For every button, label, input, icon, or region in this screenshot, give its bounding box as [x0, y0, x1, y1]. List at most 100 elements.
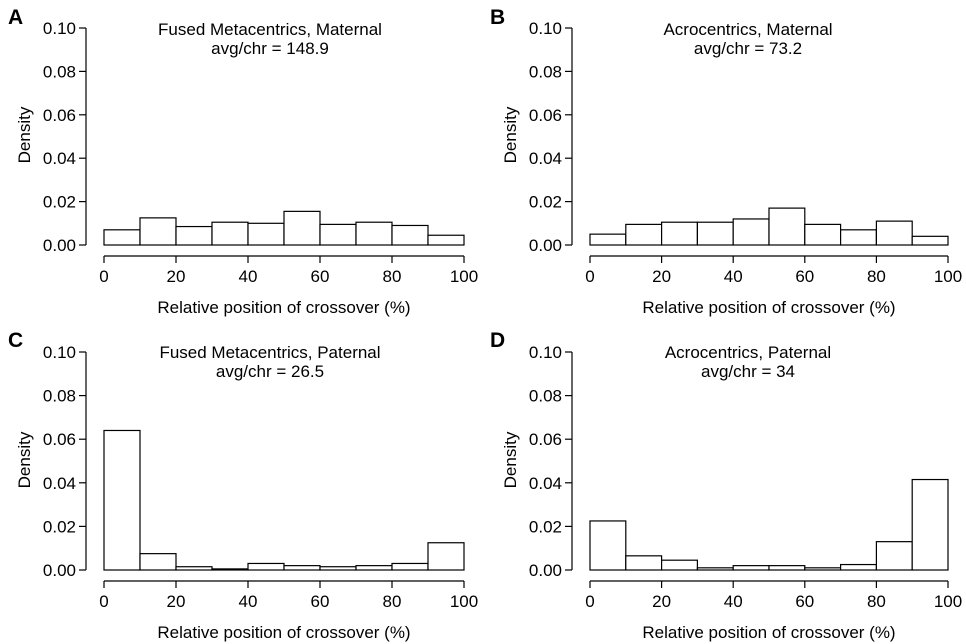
panel-a-y-tick-label-2: 0.04: [43, 149, 76, 168]
panel-c-x-tick-label-1: 20: [167, 592, 186, 611]
panel-c-xlabel: Relative position of crossover (%): [157, 623, 410, 642]
panel-c-letter: C: [8, 329, 23, 352]
panel-a-bar-4: [247, 222, 285, 246]
panel-a-bar-3: [211, 221, 249, 246]
panel-a-y-tick-label-0: 0.00: [43, 236, 76, 255]
panel-c-y-tick-label-4: 0.08: [43, 387, 76, 406]
panel-c-y-tick-label-5: 0.10: [43, 343, 76, 362]
panel-b-bar-2: [660, 221, 698, 246]
panel-d-bar-0: [589, 520, 627, 571]
panel-d-xlabel: Relative position of crossover (%): [642, 623, 895, 642]
panel-d: D Acrocentrics, Paternal avg/chr = 34 De…: [490, 329, 962, 642]
panel-b-ylabel: Density: [501, 106, 520, 163]
panel-c-y-tick-label-1: 0.02: [43, 517, 76, 536]
panel-d-y-tick-label-4: 0.08: [529, 387, 562, 406]
panel-b-subtitle: avg/chr = 73.2: [694, 39, 802, 58]
panel-c-ylabel: Density: [15, 431, 34, 488]
panel-b-bar-6: [804, 223, 842, 246]
panel-c-title: Fused Metacentrics, Paternal: [159, 343, 380, 362]
panel-a-x-tick-label-5: 100: [450, 267, 478, 286]
panel-a-x-tick-label-1: 20: [167, 267, 186, 286]
panel-a-bar-6: [319, 223, 357, 246]
panel-d-x-tick-label-5: 100: [934, 592, 962, 611]
panel-a: A Fused Metacentrics, Maternal avg/chr =…: [8, 6, 478, 317]
panel-b: B Acrocentrics, Maternal avg/chr = 73.2 …: [490, 6, 962, 317]
panel-a-y-tick-label-3: 0.06: [43, 106, 76, 125]
panel-a-y-tick-label-1: 0.02: [43, 193, 76, 212]
panel-b-xlabel: Relative position of crossover (%): [642, 298, 895, 317]
panel-b-y-tick-label-4: 0.08: [529, 62, 562, 81]
panel-b-plot: 0.00 0.02 0.04 0.06 0.08 0.10 0 20 40 60 80 100: [529, 19, 962, 286]
panel-d-y-tick-label-3: 0.06: [529, 430, 562, 449]
panel-c-y-tick-label-3: 0.06: [43, 430, 76, 449]
panel-a-bar-0: [103, 229, 141, 246]
panel-d-bar-7: [839, 563, 877, 571]
panel-b-y-tick-label-1: 0.02: [529, 193, 562, 212]
panel-c-bar-5: [283, 565, 321, 571]
panel-b-y-tick-label-0: 0.00: [529, 236, 562, 255]
panel-d-x-tick-label-4: 80: [867, 592, 886, 611]
panel-d-bar-5: [768, 565, 806, 571]
panel-d-bar-9: [911, 478, 949, 571]
panel-d-plot: 0.00 0.02 0.04 0.06 0.08 0.10 0 20 40 60 80 100: [529, 343, 962, 611]
panel-d-bar-2: [660, 559, 698, 571]
panel-b-letter: B: [490, 6, 505, 29]
panel-a-title: Fused Metacentrics, Maternal: [158, 20, 382, 39]
panel-a-x-tick-label-4: 80: [383, 267, 402, 286]
panel-c-y-tick-label-0: 0.00: [43, 561, 76, 580]
panel-c-bar-8: [391, 562, 429, 571]
panel-c-x-tick-label-3: 60: [311, 592, 330, 611]
panel-b-bar-0: [589, 233, 627, 246]
panel-c-y-tick-label-2: 0.04: [43, 474, 76, 493]
panel-a-y-tick-label-5: 0.10: [43, 19, 76, 38]
panel-d-bar-4: [732, 565, 770, 571]
panel-a-bar-8: [391, 224, 429, 246]
panel-b-bar-3: [696, 221, 734, 246]
panel-b-bar-9: [911, 235, 949, 246]
panel-b-bar-7: [839, 229, 877, 246]
panel-a-y-tick-label-4: 0.08: [43, 62, 76, 81]
panel-c-plot: 0.00 0.02 0.04 0.06 0.08 0.10 0 20 40 60 80 100: [43, 343, 478, 611]
panel-d-bar-6: [804, 567, 842, 571]
panel-d-title: Acrocentrics, Paternal: [665, 343, 831, 362]
panel-b-bar-8: [875, 220, 913, 246]
panel-c-x-tick-label-4: 80: [383, 592, 402, 611]
panel-d-y-tick-label-5: 0.10: [529, 343, 562, 362]
panel-c-bar-7: [355, 565, 393, 571]
panel-b-x-tick-label-0: 0: [585, 267, 594, 286]
panel-c-bar-1: [139, 553, 177, 571]
panel-a-bar-5: [283, 210, 321, 246]
panel-a-plot: 0.00 0.02 0.04 0.06 0.08 0.10 0 20 40 60 80 100: [43, 19, 478, 286]
panel-b-bar-4: [732, 218, 770, 246]
panel-d-y-tick-label-0: 0.00: [529, 561, 562, 580]
panel-c-subtitle: avg/chr = 26.5: [216, 362, 324, 381]
panel-d-bar-8: [875, 541, 913, 571]
panel-a-subtitle: avg/chr = 148.9: [211, 39, 329, 58]
panel-c-bar-6: [319, 566, 357, 571]
panel-d-x-tick-label-0: 0: [585, 592, 594, 611]
panel-c-x-tick-label-2: 40: [239, 592, 258, 611]
panel-b-bar-5: [768, 207, 806, 246]
panel-c: C Fused Metacentrics, Paternal avg/chr =…: [8, 329, 478, 642]
panel-b-bar-1: [625, 223, 663, 246]
panel-d-bar-1: [625, 555, 663, 571]
panel-a-letter: A: [8, 6, 23, 29]
panel-c-bar-0: [103, 429, 141, 571]
panel-d-y-tick-label-1: 0.02: [529, 517, 562, 536]
panel-d-x-tick-label-3: 60: [795, 592, 814, 611]
panel-d-y-tick-label-2: 0.04: [529, 474, 562, 493]
panel-a-ylabel: Density: [15, 106, 34, 163]
panel-c-bar-2: [175, 566, 213, 571]
panel-b-x-tick-label-2: 40: [724, 267, 743, 286]
panel-a-x-tick-label-3: 60: [311, 267, 330, 286]
panel-b-title: Acrocentrics, Maternal: [663, 20, 832, 39]
panel-a-bar-1: [139, 217, 177, 246]
panel-b-y-tick-label-2: 0.04: [529, 149, 562, 168]
panel-c-bar-4: [247, 562, 285, 571]
panel-d-bar-3: [696, 567, 734, 571]
panel-d-subtitle: avg/chr = 34: [701, 362, 795, 381]
panel-b-y-tick-label-3: 0.06: [529, 106, 562, 125]
panel-a-xlabel: Relative position of crossover (%): [157, 298, 410, 317]
panel-c-bar-9: [427, 542, 465, 571]
